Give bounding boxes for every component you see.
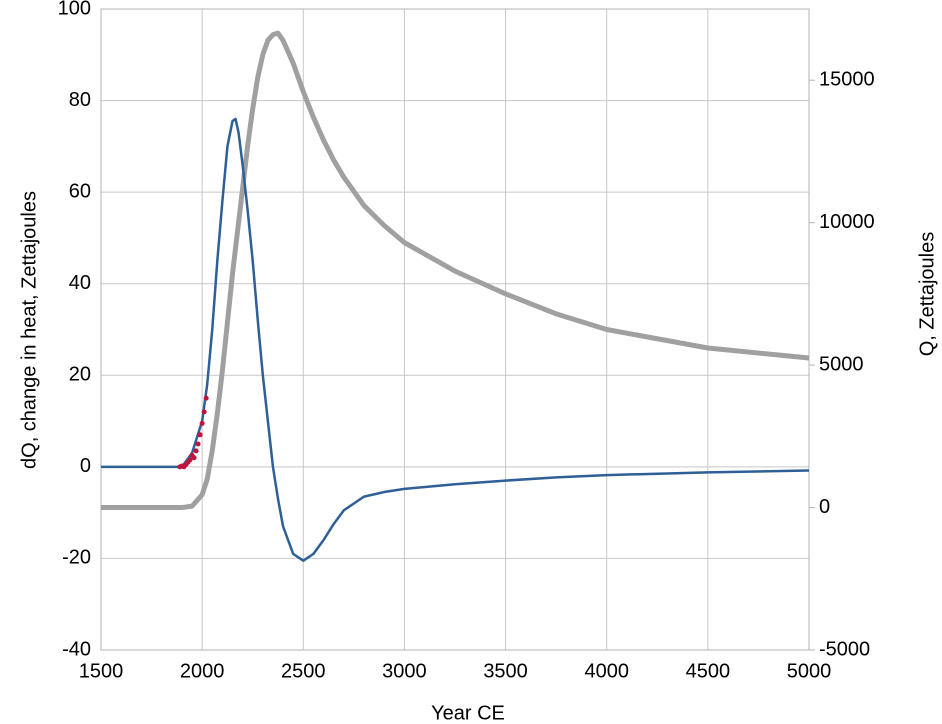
data-line: [101, 117, 810, 562]
y-tick-label: 60: [69, 180, 91, 202]
x-tick-label: 3500: [483, 660, 528, 682]
data-point: [197, 432, 203, 438]
y2-axis-label: Q, Zettajoules: [916, 232, 938, 357]
data-point: [187, 457, 193, 463]
x-tick-label: 2000: [180, 660, 225, 682]
data-point: [191, 455, 197, 461]
y-tick-label: -40: [62, 638, 91, 660]
data-line: [101, 30, 810, 511]
y2-tick-label: 0: [819, 496, 830, 518]
x-tick-label: 4500: [686, 660, 731, 682]
y2-tick-label: 10000: [819, 211, 875, 233]
data-point: [199, 420, 205, 426]
data-point: [203, 395, 209, 401]
y2-tick-label: -5000: [819, 638, 870, 660]
y-tick-label: 40: [69, 272, 91, 294]
x-tick-label: 5000: [787, 660, 832, 682]
y2-tick-label: 5000: [819, 353, 864, 375]
y-tick-label: -20: [62, 547, 91, 569]
plot-frame: [100, 8, 810, 651]
y-tick-label: 0: [80, 455, 91, 477]
x-tick-label: 1500: [79, 660, 124, 682]
data-point: [195, 441, 201, 447]
x-tick-label: 4000: [584, 660, 629, 682]
data-point: [193, 448, 199, 454]
x-tick-label: 2500: [281, 660, 326, 682]
x-axis-label: Year CE: [431, 702, 505, 724]
y-tick-label: 80: [69, 89, 91, 111]
y-tick-label: 20: [69, 364, 91, 386]
y2-tick-label: 15000: [819, 69, 875, 91]
y-tick-label: 100: [58, 0, 91, 19]
y-axis-label: dQ, change in heat, Zettajoules: [18, 191, 40, 469]
data-point: [201, 409, 207, 415]
x-tick-label: 3000: [382, 660, 427, 682]
